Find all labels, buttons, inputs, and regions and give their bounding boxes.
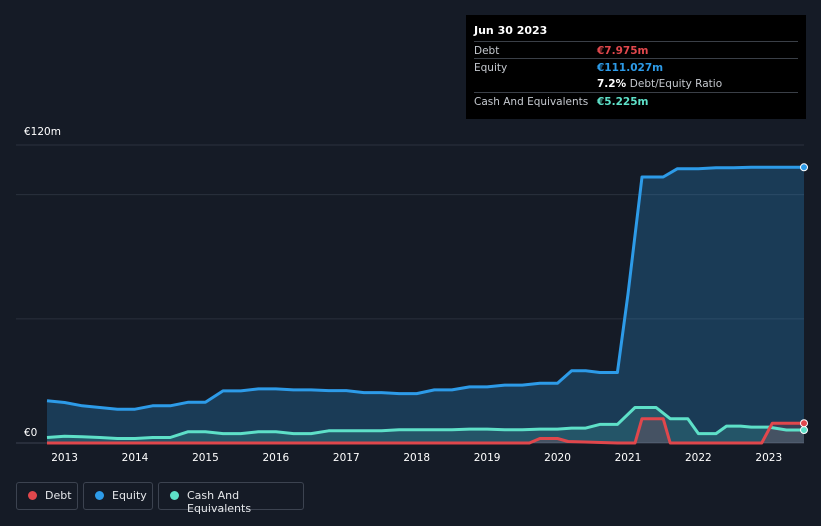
tooltip-equity-row: Equity €111.027m (474, 58, 798, 75)
x-tick-label: 2016 (262, 452, 289, 464)
tooltip-debt-label: Debt (474, 45, 500, 57)
debt-area (47, 418, 804, 443)
data-tooltip: Jun 30 2023 Debt €7.975m Equity €111.027… (466, 15, 806, 119)
ratio-number: 7.2% (597, 78, 627, 90)
x-tick-label: 2014 (122, 452, 149, 464)
x-tick-label: 2013 (51, 452, 78, 464)
y-tick-label: €0 (24, 427, 37, 439)
cash-and-equivalents-line (46, 406, 804, 440)
equity-area (47, 167, 804, 444)
x-tick-label: 2017 (333, 452, 360, 464)
x-tick-label: 2015 (192, 452, 219, 464)
tooltip-equity-value: €111.027m (597, 62, 664, 74)
series-areas (47, 167, 804, 444)
x-tick-label: 2018 (403, 452, 430, 464)
y-axis-labels: €120m €0 (24, 126, 61, 439)
tooltip-debt-row: Debt €7.975m (474, 41, 798, 58)
tooltip-debt-value: €7.975m (597, 45, 649, 57)
x-tick-label: 2022 (685, 452, 712, 464)
x-tick-label: 2021 (615, 452, 642, 464)
y-tick-label: €120m (24, 126, 61, 138)
tooltip-date: Jun 30 2023 (474, 24, 548, 37)
tooltip-ratio-row: 7.2% Debt/Equity Ratio (474, 75, 798, 92)
legend-cash[interactable]: Cash And Equivalents (158, 482, 304, 515)
legend-equity-label: Equity (112, 489, 147, 502)
series-lines (46, 165, 804, 445)
tooltip-equity-label: Equity (474, 62, 508, 74)
equity-dot-icon (95, 491, 104, 500)
x-tick-label: 2019 (474, 452, 501, 464)
cash-and-equivalents-endpoint (800, 426, 808, 435)
debt-dot-icon (28, 491, 37, 500)
cash-dot-icon (170, 491, 179, 500)
debt-endpoint (800, 419, 808, 428)
debt-line (47, 417, 804, 445)
legend-equity[interactable]: Equity (83, 482, 153, 510)
ratio-label: Debt/Equity Ratio (629, 78, 723, 90)
series-endpoints (800, 163, 808, 435)
equity-endpoint (800, 163, 808, 172)
legend-debt-label: Debt (45, 489, 72, 502)
tooltip-cash-label: Cash And Equivalents (474, 96, 589, 108)
tooltip-ratio-value: 7.2% Debt/Equity Ratio (597, 78, 722, 90)
x-tick-label: 2023 (755, 452, 782, 464)
legend-debt[interactable]: Debt (16, 482, 78, 510)
equity-line (46, 165, 804, 411)
x-tick-label: 2020 (544, 452, 571, 464)
legend-cash-label: Cash And Equivalents (187, 489, 252, 515)
tooltip-cash-value: €5.225m (597, 96, 649, 108)
tooltip-cash-row: Cash And Equivalents €5.225m (474, 92, 798, 109)
x-axis-labels: 2013 2014 2015 2016 2017 2018 2019 2020 2021 2022… (51, 452, 782, 464)
